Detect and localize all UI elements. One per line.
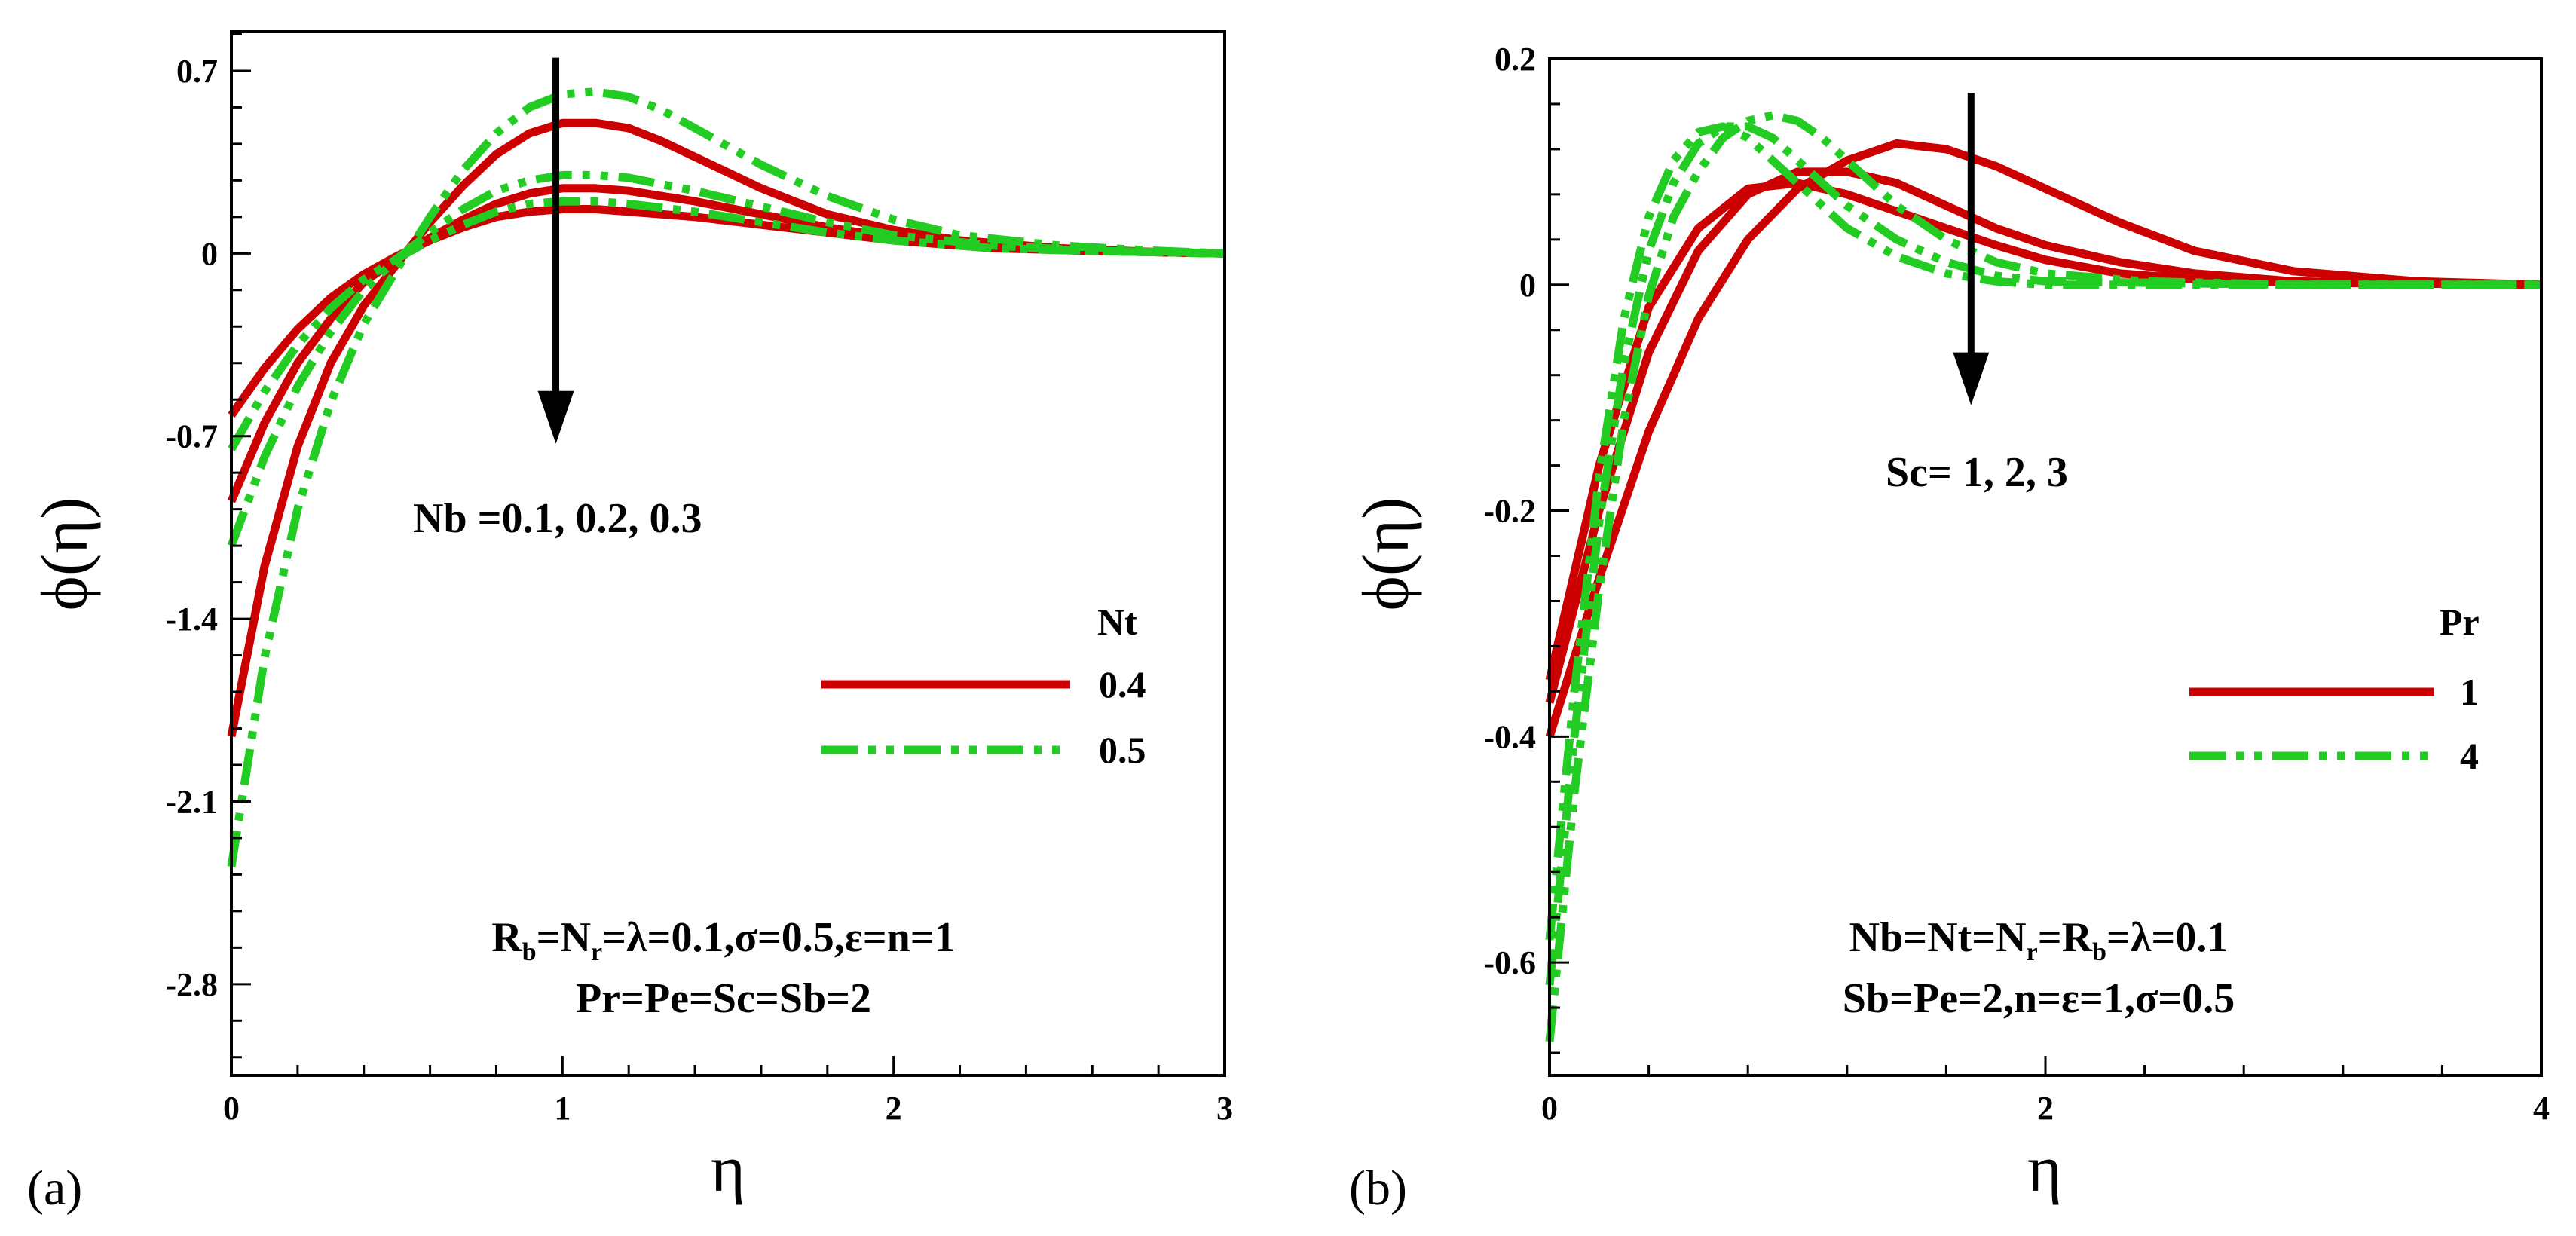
panel-label: (b) bbox=[1349, 1161, 1407, 1216]
params-text: =λ=0.1 bbox=[2106, 914, 2228, 961]
y-tick-label: -2.1 bbox=[165, 783, 218, 820]
series-line-green-5 bbox=[228, 197, 1225, 451]
panel-label: (a) bbox=[27, 1161, 82, 1216]
params-text: =N bbox=[537, 914, 591, 961]
subscript: b bbox=[2092, 938, 2106, 966]
x-tick-label: 0 bbox=[1541, 1090, 1558, 1127]
arrow-head bbox=[1953, 352, 1990, 405]
params-line-2: Sb=Pe=2,n=ε=1,σ=0.5 bbox=[1843, 975, 2235, 1022]
subscript: b bbox=[522, 938, 537, 966]
legend-entry-label: 1 bbox=[2460, 671, 2479, 713]
params-line-1: Nb=Nt=Nr=Rb=λ=0.1 bbox=[1849, 914, 2229, 966]
series-line-red-1 bbox=[1545, 167, 2542, 704]
x-axis-label: η bbox=[2027, 1133, 2062, 1206]
series-line-red-2 bbox=[1545, 179, 2542, 681]
series-line-green-5 bbox=[1545, 122, 2541, 941]
x-tick-label: 0 bbox=[223, 1090, 240, 1127]
subscript: r bbox=[591, 938, 602, 966]
series-line-green-4 bbox=[1545, 122, 2541, 986]
plot-frame bbox=[230, 30, 1226, 1077]
y-axis-label: ϕ(η) bbox=[1350, 497, 1423, 611]
x-tick-label: 2 bbox=[2037, 1090, 2054, 1127]
series-line-green-4 bbox=[227, 170, 1225, 548]
panel-b-chart: 0 2 4 0.2 0 -0.2 -0.4 -0.6 η ϕ(η) (b) Sc= 1, 2, 3 Pr… bbox=[1349, 41, 2550, 1216]
y-tick-label: -2.8 bbox=[165, 966, 218, 1003]
y-axis-label: ϕ(η) bbox=[29, 497, 102, 611]
y-tick-label: 0 bbox=[201, 235, 218, 272]
x-tick-label: 1 bbox=[554, 1090, 571, 1127]
legend-entry-label: 4 bbox=[2460, 735, 2479, 777]
legend-title: Nt bbox=[1097, 601, 1137, 643]
x-axis-label: η bbox=[711, 1133, 745, 1206]
y-tick-label: -0.4 bbox=[1483, 718, 1536, 755]
params-text: =λ=0.1,σ=0.5,ε=n=1 bbox=[602, 914, 956, 961]
y-tick-label: 0 bbox=[1519, 267, 1536, 304]
params-text: R bbox=[491, 914, 522, 961]
legend-entry-label: 0.5 bbox=[1099, 729, 1146, 771]
series-line-green-3 bbox=[1545, 111, 2541, 1042]
series-line-red-1 bbox=[227, 184, 1225, 503]
series-line-red-0 bbox=[1545, 139, 2542, 738]
series-line-green-3 bbox=[227, 87, 1225, 867]
series-line-red-2 bbox=[228, 205, 1225, 418]
x-tick-label: 4 bbox=[2533, 1090, 2550, 1127]
arrow-head bbox=[537, 390, 574, 444]
y-tick-label: 0.7 bbox=[176, 53, 218, 90]
y-tick-label: -0.7 bbox=[165, 418, 218, 455]
x-tick-label: 3 bbox=[1216, 1090, 1233, 1127]
subscript: r bbox=[2027, 938, 2038, 966]
parameter-annotation: Sc= 1, 2, 3 bbox=[1886, 449, 2068, 496]
y-tick-label: -1.4 bbox=[165, 601, 218, 638]
y-tick-label: -0.2 bbox=[1483, 493, 1536, 530]
y-tick-label: 0.2 bbox=[1495, 41, 1536, 78]
panel-a-chart: 0 1 2 3 0.7 0 -0.7 -1.4 -2.1 -2.8 η ϕ(η) (a) Nb =0.1,… bbox=[27, 30, 1233, 1216]
x-tick-label: 2 bbox=[886, 1090, 902, 1127]
params-line-1: Rb=Nr=λ=0.1,σ=0.5,ε=n=1 bbox=[491, 914, 955, 966]
parameter-annotation: Nb =0.1, 0.2, 0.3 bbox=[413, 495, 702, 542]
params-line-2: Pr=Pe=Sc=Sb=2 bbox=[576, 975, 871, 1022]
series-line-red-0 bbox=[227, 118, 1225, 737]
legend-entry-label: 0.4 bbox=[1099, 663, 1146, 705]
y-tick-label: -0.6 bbox=[1483, 944, 1536, 981]
params-text: Nb=Nt=N bbox=[1849, 914, 2027, 961]
params-text: =R bbox=[2038, 914, 2093, 961]
legend-title: Pr bbox=[2440, 601, 2480, 643]
